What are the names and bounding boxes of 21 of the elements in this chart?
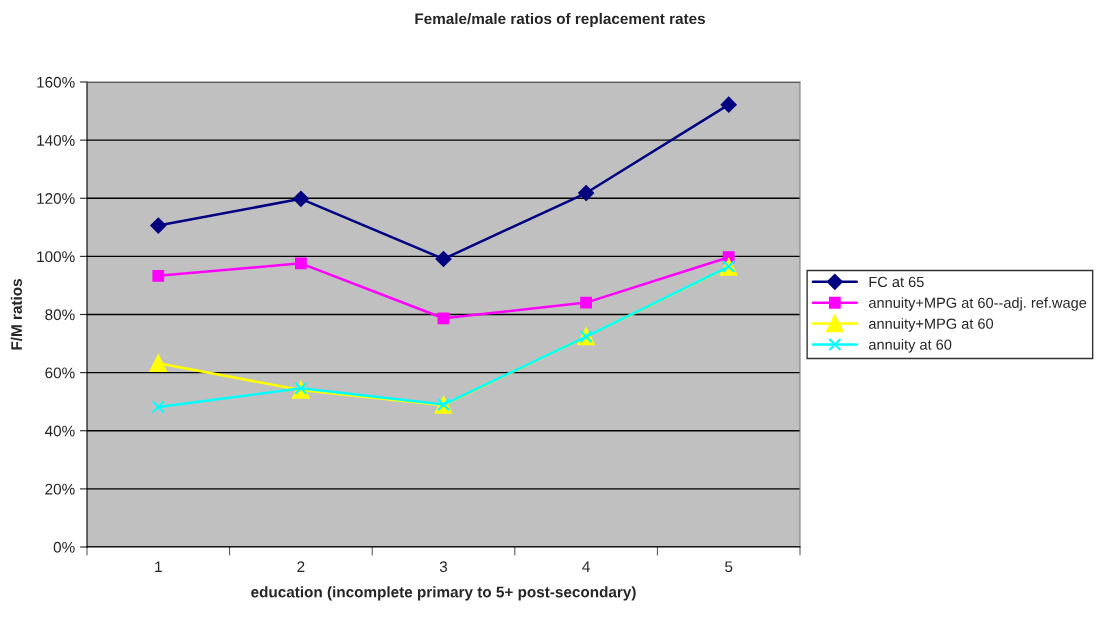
x-axis-title: education (incomplete primary to 5+ post-secondary) xyxy=(251,586,636,601)
x-tick-label: 3 xyxy=(439,561,448,573)
y-tick-label: 140% xyxy=(37,134,75,146)
y-tick-label: 120% xyxy=(37,193,75,204)
x-tick-label: 2 xyxy=(297,561,305,572)
y-axis-title: F/M ratios xyxy=(10,279,23,350)
legend-label: FC at 65 xyxy=(869,276,924,288)
x-tick-label: 1 xyxy=(155,561,162,572)
y-tick-label: 80% xyxy=(45,309,75,321)
y-tick-label: 40% xyxy=(44,425,75,437)
y-tick-label: 160% xyxy=(37,76,75,88)
x-tick-label: 5 xyxy=(725,561,733,573)
y-tick-label: 0% xyxy=(53,541,75,553)
legend-label: annuity at 60 xyxy=(869,339,952,353)
y-tick-label: 20% xyxy=(45,483,75,495)
x-tick-label: 4 xyxy=(582,561,590,572)
y-tick-label: 60% xyxy=(45,367,75,379)
y-tick-label: 100% xyxy=(37,251,75,263)
legend-label: annuity+MPG at 60--adj. ref.wage xyxy=(869,297,1087,311)
legend-label: annuity+MPG at 60 xyxy=(869,318,994,332)
chart-title: Female/male ratios of replacement rates xyxy=(415,12,706,28)
